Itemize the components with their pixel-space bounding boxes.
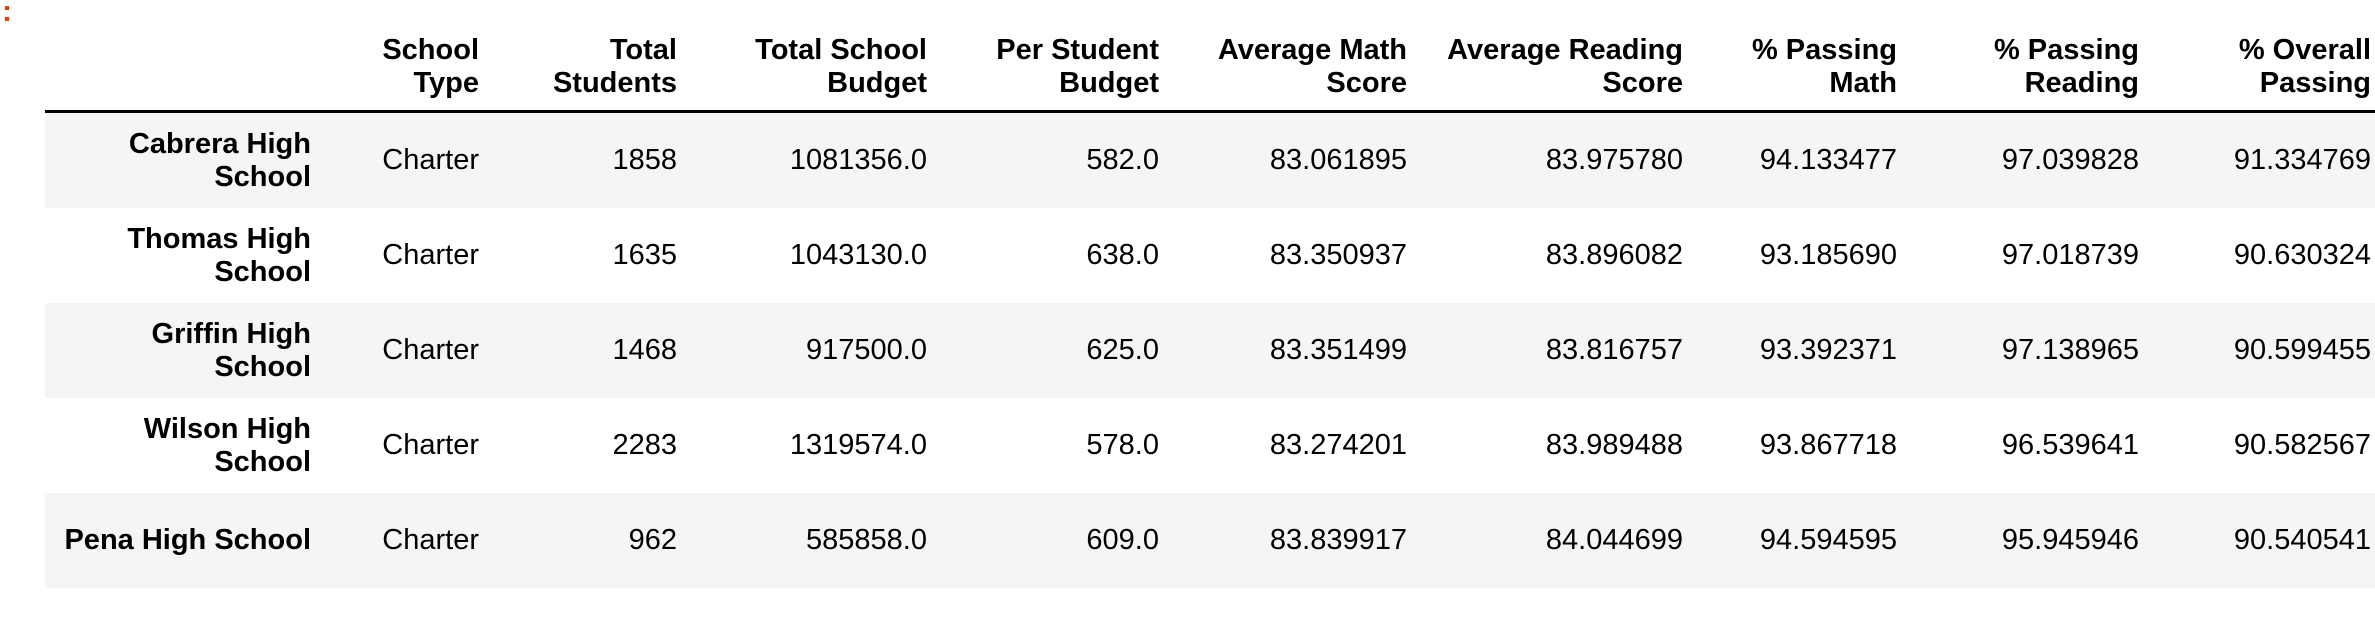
column-header-passing-reading: % Passing Reading	[1911, 30, 2153, 113]
row-label-school: Wilson High School	[143, 412, 311, 478]
cell-total-school-budget: 1319574.0	[789, 429, 927, 461]
column-header-per-student-budget: Per Student Budget	[941, 30, 1173, 113]
cell-total-students: 1858	[612, 144, 677, 176]
cell-passing-reading: 97.138965	[2001, 334, 2139, 366]
cell-per-student-budget: 578.0	[1086, 429, 1159, 461]
cell-average-math-score: 83.350937	[1269, 239, 1407, 271]
cell-prompt-marker[interactable]: :	[2, 0, 12, 28]
column-header-total-school-budget: Total School Budget	[691, 30, 941, 113]
cell-passing-math: 94.594595	[1759, 524, 1897, 556]
column-header-total-students: Total Students	[493, 30, 691, 113]
column-header-passing-math: % Passing Math	[1697, 30, 1911, 113]
cell-overall-passing: 91.334769	[2233, 144, 2371, 176]
table-header: School Type Total Students Total School …	[45, 30, 2375, 113]
table-row: Pena High School Charter 962 585858.0 60…	[45, 493, 2375, 588]
cell-per-student-budget: 609.0	[1086, 524, 1159, 556]
table-row: Cabrera High School Charter 1858 1081356…	[45, 111, 2375, 208]
cell-overall-passing: 90.630324	[2233, 239, 2371, 271]
cell-overall-passing: 90.582567	[2233, 429, 2371, 461]
cell-school-type: Charter	[382, 334, 479, 366]
cell-total-students: 2283	[612, 429, 677, 461]
header-row: School Type Total Students Total School …	[45, 30, 2375, 113]
cell-average-math-score: 83.351499	[1269, 334, 1407, 366]
column-header-school-type: School Type	[325, 30, 493, 113]
cell-passing-math: 93.867718	[1759, 429, 1897, 461]
table-body: Cabrera High School Charter 1858 1081356…	[45, 111, 2375, 588]
cell-school-type: Charter	[382, 144, 479, 176]
cell-average-math-score: 83.061895	[1269, 144, 1407, 176]
cell-per-student-budget: 582.0	[1086, 144, 1159, 176]
column-header-overall-passing: % Overall Passing	[2153, 30, 2375, 113]
cell-per-student-budget: 625.0	[1086, 334, 1159, 366]
cell-school-type: Charter	[382, 524, 479, 556]
cell-average-math-score: 83.839917	[1269, 524, 1407, 556]
cell-overall-passing: 90.540541	[2233, 524, 2371, 556]
cell-average-reading-score: 84.044699	[1545, 524, 1683, 556]
cell-total-school-budget: 1043130.0	[789, 239, 927, 271]
row-label-school: Cabrera High School	[128, 127, 311, 193]
cell-passing-math: 94.133477	[1759, 144, 1897, 176]
cell-total-students: 1468	[612, 334, 677, 366]
cell-passing-math: 93.185690	[1759, 239, 1897, 271]
cell-total-students: 1635	[612, 239, 677, 271]
cell-average-math-score: 83.274201	[1269, 429, 1407, 461]
cell-passing-math: 93.392371	[1759, 334, 1897, 366]
row-label-school: Thomas High School	[127, 222, 311, 288]
cell-average-reading-score: 83.975780	[1545, 144, 1683, 176]
cell-total-school-budget: 585858.0	[806, 524, 927, 556]
cell-per-student-budget: 638.0	[1086, 239, 1159, 271]
row-label-school: Griffin High School	[151, 317, 311, 383]
cell-average-reading-score: 83.896082	[1545, 239, 1683, 271]
cell-overall-passing: 90.599455	[2233, 334, 2371, 366]
cell-passing-reading: 97.018739	[2001, 239, 2139, 271]
cell-school-type: Charter	[382, 429, 479, 461]
cell-average-reading-score: 83.989488	[1545, 429, 1683, 461]
column-header-average-math-score: Average Math Score	[1173, 30, 1421, 113]
table-row: Thomas High School Charter 1635 1043130.…	[45, 208, 2375, 303]
cell-school-type: Charter	[382, 239, 479, 271]
cell-average-reading-score: 83.816757	[1545, 334, 1683, 366]
dataframe-table: School Type Total Students Total School …	[45, 30, 2375, 588]
cell-total-students: 962	[628, 524, 677, 556]
row-label-school: Pena High School	[64, 524, 311, 556]
cell-passing-reading: 95.945946	[2001, 524, 2139, 556]
table-row: Wilson High School Charter 2283 1319574.…	[45, 398, 2375, 493]
cell-passing-reading: 96.539641	[2001, 429, 2139, 461]
cell-passing-reading: 97.039828	[2001, 144, 2139, 176]
column-header-average-reading-score: Average Reading Score	[1421, 30, 1697, 113]
cell-total-school-budget: 1081356.0	[789, 144, 927, 176]
table-row: Griffin High School Charter 1468 917500.…	[45, 303, 2375, 398]
index-header	[45, 30, 325, 113]
cell-total-school-budget: 917500.0	[806, 334, 927, 366]
